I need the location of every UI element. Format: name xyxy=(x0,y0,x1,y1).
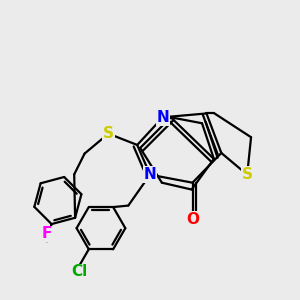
Text: N: N xyxy=(144,167,156,182)
Text: S: S xyxy=(242,167,253,182)
Text: S: S xyxy=(103,126,114,141)
Text: Cl: Cl xyxy=(71,265,87,280)
Text: F: F xyxy=(42,226,52,242)
Text: O: O xyxy=(186,212,199,227)
Text: N: N xyxy=(156,110,169,125)
